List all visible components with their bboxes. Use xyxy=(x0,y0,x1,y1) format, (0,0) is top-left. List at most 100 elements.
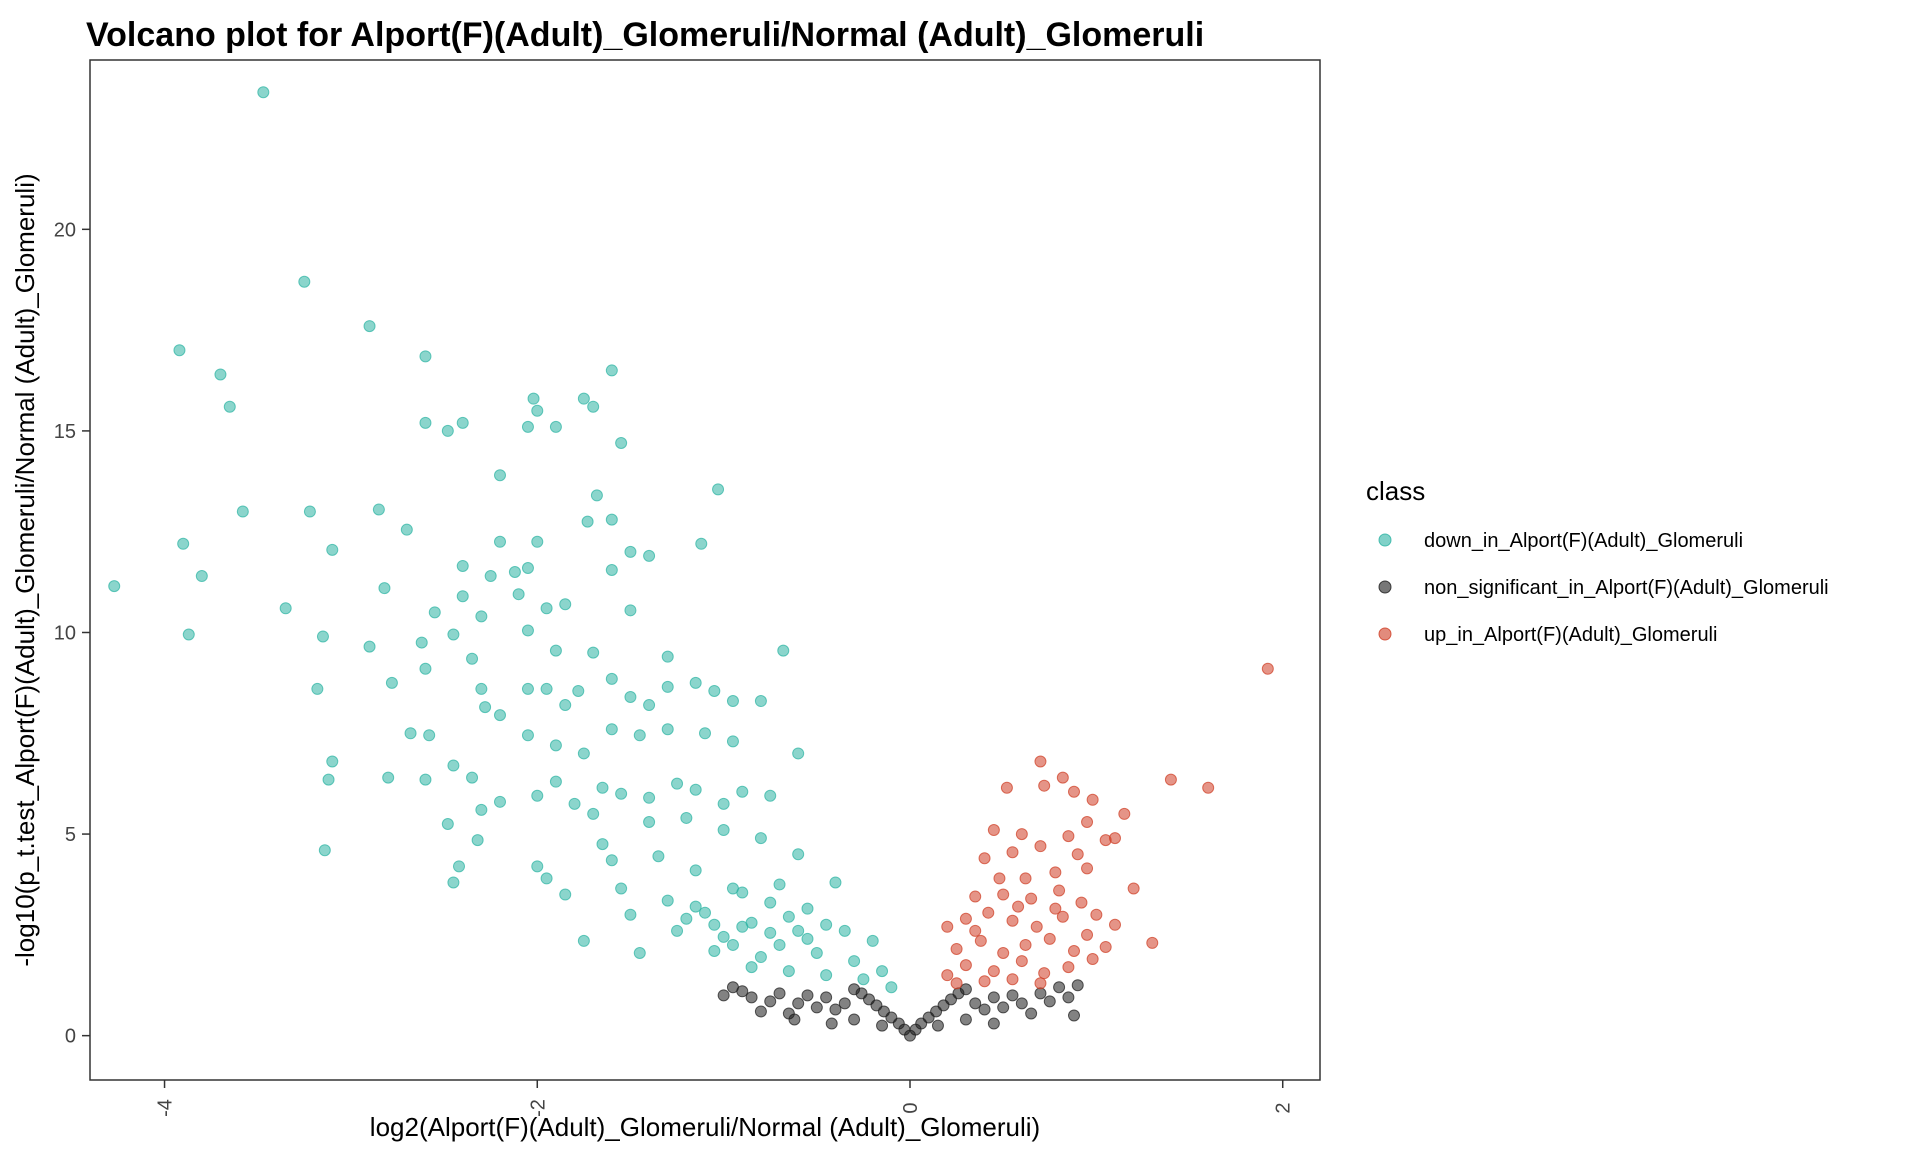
data-point xyxy=(587,807,600,820)
data-point xyxy=(590,489,603,502)
data-point xyxy=(708,684,721,697)
data-point xyxy=(236,505,249,518)
data-point xyxy=(615,437,628,450)
data-point xyxy=(1038,967,1051,980)
data-point xyxy=(605,723,618,736)
data-point xyxy=(316,630,329,643)
data-point xyxy=(587,646,600,659)
data-point xyxy=(633,729,646,742)
data-point xyxy=(605,364,618,377)
data-point xyxy=(572,684,585,697)
data-point xyxy=(363,640,376,653)
data-point xyxy=(754,832,767,845)
data-point xyxy=(415,636,428,649)
data-point xyxy=(559,699,572,712)
data-point xyxy=(173,344,186,357)
data-point xyxy=(1202,781,1215,794)
data-point xyxy=(764,896,777,909)
data-point xyxy=(773,878,786,891)
data-point xyxy=(475,610,488,623)
data-point xyxy=(521,729,534,742)
data-point xyxy=(1090,908,1103,921)
data-point xyxy=(1062,991,1075,1004)
series-group xyxy=(941,662,1274,990)
data-point xyxy=(1012,900,1025,913)
y-axis-ticks: 0 5 10 15 20 xyxy=(54,219,90,1048)
data-point xyxy=(959,983,972,996)
legend-items: down_in_Alport(F)(Adult)_Glomeruli non_si… xyxy=(1378,530,1829,646)
data-point xyxy=(764,926,777,939)
data-point xyxy=(1000,781,1013,794)
data-point xyxy=(969,890,982,903)
data-point xyxy=(568,797,581,810)
data-point xyxy=(1056,910,1069,923)
data-point xyxy=(318,844,331,857)
data-point xyxy=(494,709,506,722)
data-point xyxy=(959,959,972,972)
data-point xyxy=(456,559,469,572)
data-point xyxy=(456,590,469,603)
data-point xyxy=(1034,840,1047,853)
data-point xyxy=(1081,928,1094,941)
data-point xyxy=(494,795,506,808)
data-point xyxy=(978,852,991,865)
data-point xyxy=(950,942,963,955)
data-point xyxy=(1049,902,1062,915)
data-point xyxy=(453,860,465,873)
data-point xyxy=(959,1013,972,1026)
data-point xyxy=(1127,882,1140,895)
data-point xyxy=(661,680,674,693)
data-point xyxy=(1006,973,1019,986)
data-point xyxy=(428,606,441,619)
data-point xyxy=(466,771,479,784)
data-point xyxy=(820,918,833,931)
data-point xyxy=(1261,662,1274,675)
data-point xyxy=(559,598,572,611)
data-point xyxy=(1099,940,1112,953)
data-point xyxy=(615,787,628,800)
data-point xyxy=(1146,936,1159,949)
data-point xyxy=(671,924,684,937)
data-point xyxy=(605,854,618,867)
data-point xyxy=(1034,755,1047,768)
data-point xyxy=(987,1017,1000,1030)
data-point xyxy=(708,944,721,957)
legend: class down_in_Alport(F)(Adult)_Glomeruli… xyxy=(1366,476,1829,646)
data-point xyxy=(959,912,972,925)
data-point xyxy=(508,566,521,579)
data-point xyxy=(540,872,553,885)
data-point xyxy=(633,947,646,960)
data-point xyxy=(605,513,618,526)
data-point xyxy=(1086,793,1099,806)
chart-title: Volcano plot for Alport(F)(Adult)_Glomer… xyxy=(86,16,1204,54)
data-point xyxy=(1006,989,1019,1002)
data-point xyxy=(801,902,814,915)
x-axis-ticks: -4 -2 0 2 xyxy=(155,1080,1295,1117)
data-point xyxy=(661,894,674,907)
data-point xyxy=(885,981,898,994)
data-point xyxy=(1006,846,1019,859)
data-point xyxy=(419,662,432,675)
data-point xyxy=(1030,920,1043,933)
data-point xyxy=(1049,866,1062,879)
data-point xyxy=(494,469,506,482)
data-point xyxy=(773,938,786,951)
data-point xyxy=(456,416,469,429)
data-point xyxy=(1068,944,1080,957)
data-point xyxy=(596,838,609,851)
data-point xyxy=(820,969,833,982)
data-point xyxy=(712,483,725,496)
data-point xyxy=(726,938,739,951)
data-point xyxy=(699,906,711,919)
data-point xyxy=(577,747,590,760)
legend-swatch xyxy=(1378,580,1392,594)
data-point xyxy=(717,989,730,1002)
data-point xyxy=(549,420,562,433)
data-point xyxy=(848,955,861,968)
data-point xyxy=(764,789,777,802)
data-point xyxy=(643,815,656,828)
y-tick-label: 15 xyxy=(54,421,76,443)
data-point xyxy=(549,739,562,752)
data-point xyxy=(423,729,436,742)
